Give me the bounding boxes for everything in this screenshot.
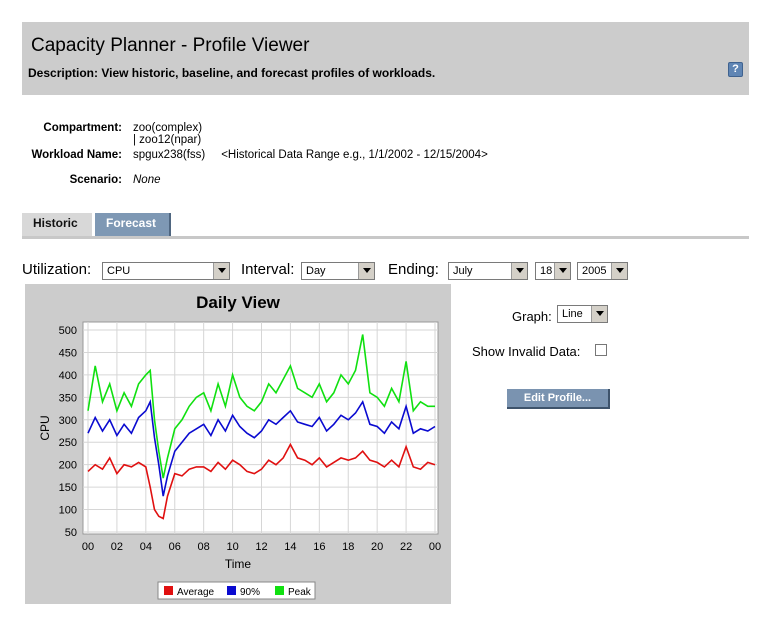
x-tick-label: 00 [82, 541, 94, 553]
chart-panel: Daily View 50 100 150 200 250 300 350 400 450 500… [25, 284, 451, 604]
month-value: July [453, 265, 473, 277]
chart-title: Daily View [196, 293, 281, 312]
graph-label: Graph: [512, 309, 552, 324]
legend-swatch [227, 586, 236, 595]
chevron-down-icon [213, 263, 229, 279]
day-value: 18 [540, 265, 553, 277]
scenario-label: Scenario: [69, 174, 122, 186]
x-tick-label: 10 [226, 541, 238, 553]
x-tick-label: 06 [169, 541, 181, 553]
utilization-label: Utilization: [22, 261, 92, 278]
y-axis-ticks: 50 100 150 200 250 300 350 400 450 500 [59, 325, 77, 539]
ending-label: Ending: [388, 261, 439, 278]
y-tick-label: 500 [59, 325, 77, 337]
y-tick-label: 450 [59, 347, 77, 359]
year-value: 2005 [582, 265, 607, 277]
compartment-value: zoo(complex) | zoo12(npar) [133, 122, 203, 146]
chevron-down-icon [591, 306, 607, 322]
legend-label: Peak [288, 587, 312, 598]
chart-grid [83, 322, 438, 534]
month-select[interactable]: July [448, 262, 528, 280]
utilization-select[interactable]: CPU [102, 262, 230, 280]
page-title: Capacity Planner - Profile Viewer [31, 35, 310, 56]
series-line-peak [87, 334, 435, 479]
y-tick-label: 200 [59, 460, 77, 472]
y-tick-label: 300 [59, 415, 77, 427]
chart-legend: Average 90% Peak [157, 581, 316, 600]
y-tick-label: 350 [59, 392, 77, 404]
x-axis-ticks: 00 02 04 06 08 10 12 14 16 18 20 22 00 [82, 541, 441, 553]
x-tick-label: 00 [429, 541, 441, 553]
y-tick-label: 50 [65, 527, 77, 539]
edit-profile-button[interactable]: Edit Profile... [507, 389, 610, 409]
page-header: Capacity Planner - Profile Viewer Descri… [22, 22, 749, 95]
workload-name-value: spgux238(fss) <Historical Data Range e.g… [133, 149, 488, 161]
chevron-down-icon [554, 263, 570, 279]
series-line-average [87, 442, 436, 520]
daily-view-chart: Daily View 50 100 150 200 250 300 350 400 450 500… [38, 293, 441, 600]
page-description: Description: View historic, baseline, an… [28, 66, 436, 80]
x-tick-label: 04 [140, 541, 152, 553]
y-tick-label: 400 [59, 370, 77, 382]
legend-swatch [164, 586, 173, 595]
plot-area [82, 321, 439, 535]
y-axis-label: CPU [38, 415, 52, 440]
chevron-down-icon [358, 263, 374, 279]
show-invalid-label: Show Invalid Data: [472, 344, 581, 359]
x-axis-label: Time [225, 557, 252, 571]
x-tick-label: 22 [400, 541, 412, 553]
legend-label: 90% [240, 587, 260, 598]
interval-label: Interval: [241, 261, 295, 278]
series-line-90 [87, 399, 436, 497]
interval-select[interactable]: Day [301, 262, 375, 280]
tab-historic[interactable]: Historic [22, 213, 92, 237]
graph-type-value: Line [562, 308, 583, 320]
y-tick-label: 250 [59, 437, 77, 449]
legend-swatch [275, 586, 284, 595]
x-tick-label: 18 [342, 541, 354, 553]
scenario-value: None [133, 174, 161, 186]
x-tick-label: 02 [111, 541, 123, 553]
interval-value: Day [306, 265, 326, 277]
chevron-down-icon [511, 263, 527, 279]
show-invalid-checkbox[interactable] [595, 344, 607, 356]
compartment-label: Compartment: [43, 122, 122, 134]
workload-name-label: Workload Name: [31, 149, 122, 161]
day-select[interactable]: 18 [535, 262, 571, 280]
chevron-down-icon [611, 263, 627, 279]
tab-divider [22, 236, 749, 239]
year-select[interactable]: 2005 [577, 262, 628, 280]
x-tick-label: 20 [371, 541, 383, 553]
graph-type-select[interactable]: Line [557, 305, 608, 323]
utilization-value: CPU [107, 265, 131, 277]
x-tick-label: 12 [255, 541, 267, 553]
legend-label: Average [177, 587, 215, 598]
x-tick-label: 16 [313, 541, 325, 553]
chart-series [87, 334, 436, 520]
x-tick-label: 08 [198, 541, 210, 553]
tab-forecast[interactable]: Forecast [95, 213, 171, 237]
x-tick-label: 14 [284, 541, 296, 553]
help-icon[interactable]: ? [728, 62, 743, 77]
y-tick-label: 150 [59, 482, 77, 494]
y-tick-label: 100 [59, 505, 77, 517]
